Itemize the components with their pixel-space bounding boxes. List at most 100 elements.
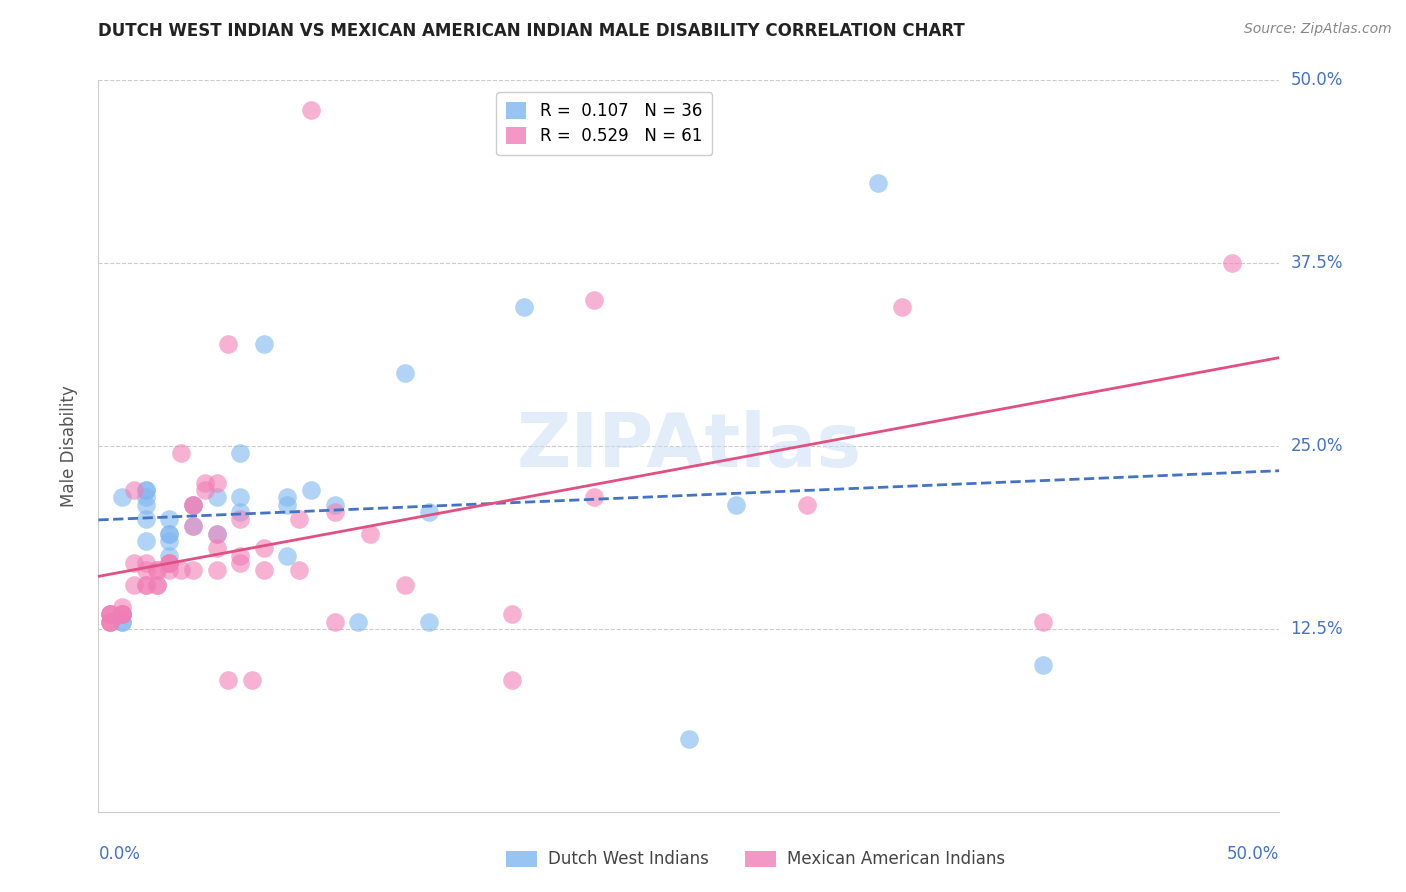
Point — [276, 490, 298, 504]
Point — [135, 556, 157, 570]
Point — [157, 549, 180, 563]
Point — [157, 526, 180, 541]
Point — [181, 498, 204, 512]
Point — [157, 512, 180, 526]
Point — [146, 563, 169, 577]
Point — [205, 563, 228, 577]
Point — [253, 563, 276, 577]
Point — [276, 549, 298, 563]
Legend: R =  0.107   N = 36, R =  0.529   N = 61: R = 0.107 N = 36, R = 0.529 N = 61 — [496, 92, 713, 155]
Point — [229, 549, 252, 563]
Point — [253, 336, 276, 351]
Point — [111, 615, 134, 629]
Point — [181, 498, 204, 512]
Point — [135, 498, 157, 512]
Point — [347, 615, 370, 629]
Point — [323, 505, 346, 519]
Text: Dutch West Indians: Dutch West Indians — [548, 850, 709, 868]
Point — [678, 731, 700, 746]
Point — [276, 498, 298, 512]
Point — [299, 103, 322, 117]
Point — [157, 526, 180, 541]
Text: 50.0%: 50.0% — [1291, 71, 1343, 89]
Point — [98, 607, 121, 622]
Point — [135, 578, 157, 592]
Point — [217, 673, 239, 687]
Point — [240, 673, 263, 687]
Point — [866, 176, 889, 190]
Point — [288, 563, 311, 577]
Point — [181, 563, 204, 577]
Point — [394, 578, 416, 592]
Point — [122, 556, 145, 570]
Point — [418, 505, 440, 519]
Point — [122, 578, 145, 592]
Point — [135, 534, 157, 549]
Point — [135, 563, 157, 577]
Point — [111, 607, 134, 622]
Point — [205, 541, 228, 556]
Point — [583, 293, 606, 307]
Point — [135, 578, 157, 592]
Text: Source: ZipAtlas.com: Source: ZipAtlas.com — [1244, 22, 1392, 37]
Point — [229, 505, 252, 519]
Point — [229, 446, 252, 460]
Point — [111, 607, 134, 622]
Point — [111, 490, 134, 504]
Point — [194, 483, 217, 497]
Point — [98, 615, 121, 629]
Point — [170, 563, 193, 577]
Point — [583, 490, 606, 504]
Point — [217, 336, 239, 351]
Point — [394, 366, 416, 380]
Point — [98, 607, 121, 622]
Point — [146, 563, 169, 577]
Point — [205, 490, 228, 504]
Point — [359, 526, 381, 541]
Point — [1220, 256, 1243, 270]
Point — [418, 615, 440, 629]
Y-axis label: Male Disability: Male Disability — [59, 385, 77, 507]
Text: 12.5%: 12.5% — [1291, 620, 1343, 638]
Point — [135, 483, 157, 497]
Point — [111, 607, 134, 622]
Point — [205, 526, 228, 541]
Point — [194, 475, 217, 490]
Point — [146, 578, 169, 592]
Point — [157, 556, 180, 570]
Point — [157, 556, 180, 570]
Point — [725, 498, 748, 512]
Point — [1032, 615, 1054, 629]
Point — [98, 615, 121, 629]
Point — [111, 615, 134, 629]
Point — [111, 607, 134, 622]
Point — [157, 563, 180, 577]
Point — [1032, 658, 1054, 673]
Text: Mexican American Indians: Mexican American Indians — [787, 850, 1005, 868]
Point — [288, 512, 311, 526]
Point — [157, 556, 180, 570]
Point — [253, 541, 276, 556]
Point — [135, 483, 157, 497]
Point — [157, 534, 180, 549]
Point — [323, 498, 346, 512]
Point — [501, 607, 523, 622]
Point — [205, 526, 228, 541]
Text: DUTCH WEST INDIAN VS MEXICAN AMERICAN INDIAN MALE DISABILITY CORRELATION CHART: DUTCH WEST INDIAN VS MEXICAN AMERICAN IN… — [98, 22, 965, 40]
Point — [135, 512, 157, 526]
Point — [205, 475, 228, 490]
Text: 0.0%: 0.0% — [98, 845, 141, 863]
Point — [98, 615, 121, 629]
Text: ZIPAtlas: ZIPAtlas — [516, 409, 862, 483]
Point — [501, 673, 523, 687]
Point — [181, 498, 204, 512]
Point — [135, 490, 157, 504]
Point — [323, 615, 346, 629]
Point — [146, 578, 169, 592]
Point — [512, 300, 534, 314]
Point — [229, 512, 252, 526]
Point — [299, 483, 322, 497]
Point — [229, 490, 252, 504]
Text: 37.5%: 37.5% — [1291, 254, 1343, 272]
Point — [98, 607, 121, 622]
